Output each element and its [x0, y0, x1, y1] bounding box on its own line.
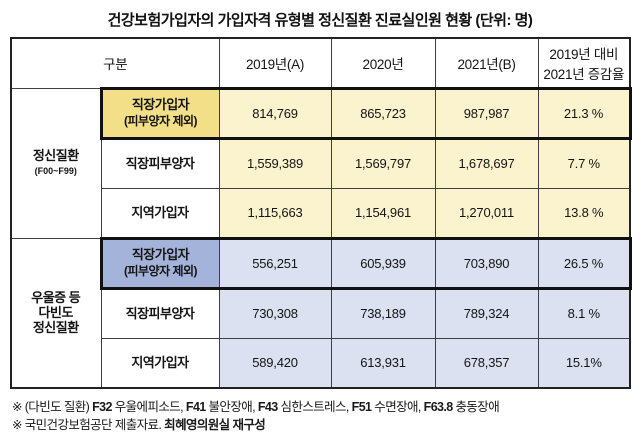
value-cell-2021: 789,324	[434, 287, 539, 339]
value-cell-2019: 730,308	[218, 287, 332, 339]
footnote-code: F51	[351, 400, 372, 414]
table-row: 지역가입자 1,115,663 1,154,961 1,270,011 13.8…	[11, 187, 631, 239]
value-cell-2021: 1,270,011	[434, 187, 539, 239]
footnotes: ※ (다빈도 질환) F32 우울에피소드, F41 불안장애, F43 심한스…	[12, 398, 640, 433]
value-cell-2021: 703,890	[434, 236, 539, 290]
header-2020: 2020년	[330, 37, 436, 89]
category-sub-label: (피부양자 제외)	[123, 114, 198, 128]
header-2021: 2021년(B)	[434, 37, 539, 89]
value-cell-2019: 814,769	[218, 86, 332, 140]
page-title: 건강보험가입자의 가입자격 유형별 정신질환 진료실인원 현황 (단위: 명)	[107, 12, 533, 29]
category-cell: 직장피부양자	[100, 287, 220, 339]
category-cell: 직장피부양자	[100, 137, 220, 189]
footnote-line-disease-codes: ※ (다빈도 질환) F32 우울에피소드, F41 불안장애, F43 심한스…	[12, 398, 640, 416]
value-cell-2020: 1,154,961	[330, 187, 436, 239]
group-label: 우울증 등	[31, 290, 81, 306]
value-cell-2021: 678,357	[434, 337, 539, 389]
footnote-code: F32	[92, 400, 112, 414]
table-row: 직장피부양자 730,308 738,189 789,324 8.1 %	[11, 287, 631, 339]
category-label: 직장가입자	[131, 247, 190, 262]
percent-cell: 7.7 %	[537, 137, 631, 189]
statistics-table: 구분 2019년(A) 2020년 2021년(B) 2019년 대비 2021…	[10, 37, 632, 389]
category-cell: 지역가입자	[100, 187, 220, 239]
value-cell-2019: 1,115,663	[218, 187, 332, 239]
group-cell-frequent-mental-illness: 우울증 등 다빈도 정신질환	[10, 237, 102, 389]
footnote-code: F43	[257, 400, 278, 414]
table-header-row: 구분 2019년(A) 2020년 2021년(B) 2019년 대비 2021…	[10, 37, 631, 89]
value-cell-2020: 1,569,797	[330, 137, 436, 189]
footnote-text: ※ 국민건강보험공단 제출자료.	[12, 418, 165, 432]
category-label: 직장가입자	[131, 97, 190, 112]
group-label: 다빈도	[38, 305, 74, 321]
value-cell-2019: 556,251	[218, 236, 332, 290]
category-sub-label: (피부양자 제외)	[123, 264, 198, 278]
group-label: 정신질환	[32, 320, 79, 336]
footnote-text: ※ (다빈도 질환)	[12, 400, 93, 414]
header-gubun: 구분	[10, 37, 220, 89]
group-label: 정신질환	[32, 147, 79, 163]
category-cell: 지역가입자	[100, 337, 220, 389]
footnote-code: F63.8	[423, 400, 454, 414]
table-row: 지역가입자 589,420 613,931 678,357 15.1%	[11, 337, 631, 389]
table-row: 우울증 등 다빈도 정신질환 직장가입자 (피부양자 제외) 556,251 6…	[10, 236, 632, 389]
group-cell-mental-illness: 정신질환 (F00~F99)	[10, 87, 102, 239]
value-cell-2020: 605,939	[330, 236, 436, 290]
percent-cell: 26.5 %	[537, 236, 632, 290]
footnote-text: 불안장애,	[205, 400, 258, 414]
percent-cell: 15.1%	[537, 337, 631, 389]
header-change-rate: 2019년 대비 2021년 증감율	[537, 37, 631, 89]
footnote-code: F41	[185, 400, 206, 414]
percent-cell: 13.8 %	[537, 187, 631, 239]
value-cell-2020: 865,723	[330, 86, 436, 140]
table-row: 직장피부양자 1,559,389 1,569,797 1,678,697 7.7…	[11, 137, 631, 189]
footnote-source-bold: 최혜영의원실 재구성	[164, 418, 266, 432]
percent-cell: 8.1 %	[537, 287, 631, 339]
footnote-line-source: ※ 국민건강보험공단 제출자료. 최혜영의원실 재구성	[12, 416, 640, 433]
value-cell-2019: 1,559,389	[218, 137, 332, 189]
group-sub-label: (F00~F99)	[34, 165, 77, 176]
header-change-line2: 2021년 증감율	[543, 66, 625, 82]
footnote-text: 충동장애	[452, 400, 500, 414]
value-cell-2019: 589,420	[218, 337, 332, 389]
category-cell: 직장가입자 (피부양자 제외)	[99, 236, 220, 290]
percent-cell: 21.3 %	[537, 86, 632, 140]
value-cell-2020: 613,931	[330, 337, 436, 389]
header-change-line1: 2019년 대비	[549, 46, 619, 62]
footnote-text: 수면장애,	[371, 400, 424, 414]
value-cell-2020: 738,189	[330, 287, 436, 339]
footnote-text: 심한스트레스,	[277, 400, 352, 414]
footnote-text: 우울에피소드,	[111, 400, 186, 414]
table-row: 정신질환 (F00~F99) 직장가입자 (피부양자 제외) 814,769 8…	[10, 86, 632, 239]
category-cell: 직장가입자 (피부양자 제외)	[99, 86, 220, 140]
value-cell-2021: 987,987	[434, 86, 539, 140]
header-2019: 2019년(A)	[218, 37, 332, 89]
value-cell-2021: 1,678,697	[434, 137, 539, 189]
